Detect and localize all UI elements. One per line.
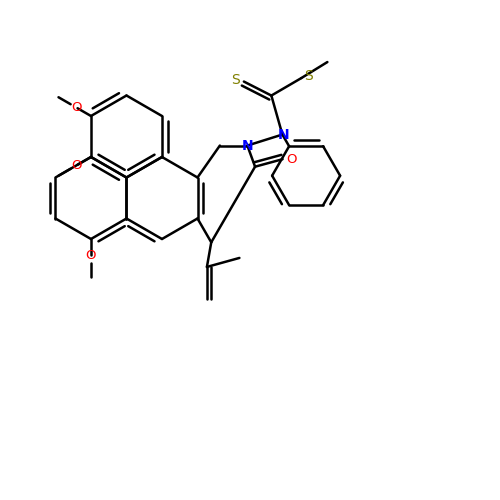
Text: O: O [286,152,297,166]
Text: N: N [278,128,289,141]
Text: O: O [72,159,82,172]
Text: N: N [242,138,253,152]
Text: S: S [304,69,312,83]
Text: S: S [232,72,240,86]
Text: O: O [86,249,96,262]
Text: O: O [72,101,82,114]
